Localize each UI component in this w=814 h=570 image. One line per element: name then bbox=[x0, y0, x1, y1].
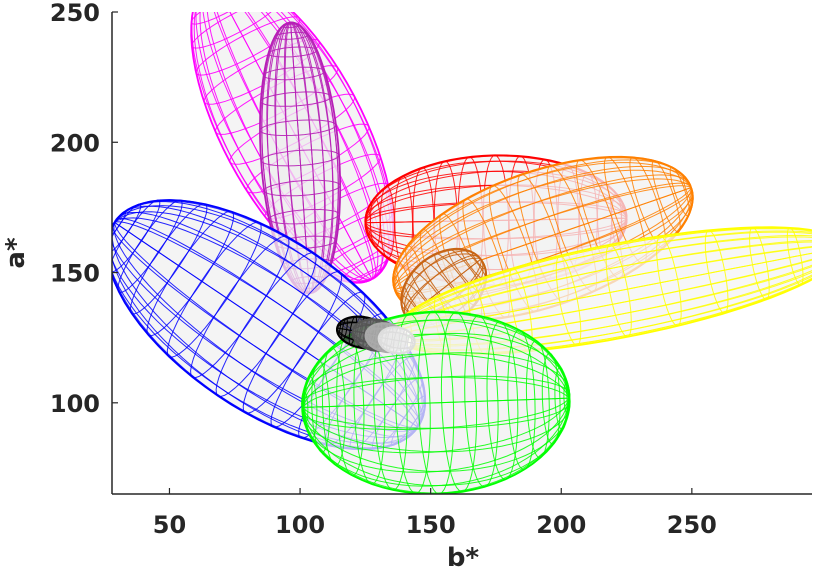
ellipsoid-outline bbox=[112, 199, 426, 451]
y-axis-label: a* bbox=[1, 237, 31, 269]
y-tick-label: 200 bbox=[50, 129, 100, 157]
ellipsoid-outline bbox=[301, 310, 570, 494]
ellipsoid-wire bbox=[301, 397, 569, 408]
ellipsoid-wire bbox=[301, 333, 570, 408]
ellipsoid-wire bbox=[301, 398, 570, 454]
ellipsoid-wire bbox=[302, 352, 571, 408]
ellipsoid-wire bbox=[302, 398, 571, 472]
x-tick-label: 150 bbox=[406, 511, 456, 539]
ellipsoid-wire bbox=[393, 185, 692, 291]
y-axis-ticks: 100 150 200 250 bbox=[50, 0, 118, 418]
x-tick-label: 100 bbox=[275, 511, 325, 539]
y-tick-label: 250 bbox=[50, 0, 100, 27]
ellipsoid-wire bbox=[403, 257, 481, 318]
ellipsoid-wire bbox=[301, 353, 570, 408]
ellipsoid-wire bbox=[378, 336, 415, 344]
y-tick-label: 150 bbox=[50, 260, 100, 288]
ellipsoid-wire bbox=[301, 376, 570, 408]
ellipsoid-wire bbox=[392, 178, 692, 290]
ellipsoid-wire bbox=[195, 0, 243, 4]
x-tick-label: 250 bbox=[667, 511, 717, 539]
y-tick-label: 100 bbox=[50, 390, 100, 418]
ellipsoid-wire bbox=[392, 169, 692, 290]
ellipsoid-wire bbox=[302, 375, 571, 408]
ellipsoid-wire bbox=[392, 231, 812, 335]
ellipsoid-wire bbox=[302, 398, 571, 453]
ellipsoid-wire bbox=[302, 397, 571, 429]
ellipsoid-wire bbox=[302, 332, 570, 408]
ellipsoid-wire bbox=[301, 397, 570, 431]
x-axis-label: b* bbox=[447, 543, 480, 570]
x-axis-ticks: 50 100 150 200 250 bbox=[153, 488, 717, 539]
ellipsoid-wire bbox=[301, 398, 570, 473]
x-tick-label: 50 bbox=[153, 511, 186, 539]
ellipsoid-outline bbox=[377, 326, 416, 355]
x-tick-label: 200 bbox=[536, 511, 586, 539]
ellipsoid-wire bbox=[190, 12, 230, 25]
ellipsoid-mark bbox=[377, 326, 416, 355]
ellipsoid-layer bbox=[112, 0, 812, 494]
